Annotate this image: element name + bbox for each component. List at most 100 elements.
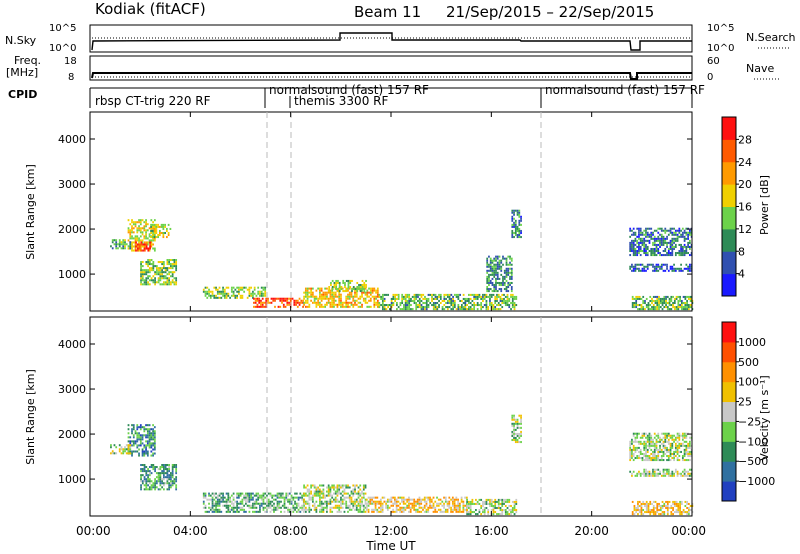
power-colorbar-tick: 8 [738, 245, 745, 258]
velocity-colorbar-label: Velocity [m s⁻¹] [758, 375, 771, 460]
nave-label: Nave [746, 62, 774, 75]
power-colorbar: 4 8 12 16 20 24 28 Power [dB] [721, 116, 771, 297]
cpid-label: CPID [8, 88, 37, 101]
power-echo-region [629, 227, 693, 257]
power-panel: Slant Range [km] 1000 2000 3000 4000 [24, 111, 694, 312]
velocity-echo-region [127, 424, 156, 457]
nsky-line [91, 32, 692, 51]
right-tick-top-low: 10^0 [707, 43, 734, 54]
x-tick-label: 08:00 [273, 524, 308, 538]
freq-unit: [MHz] [6, 66, 38, 79]
power-echo-region [378, 293, 518, 311]
velocity-echo-region [466, 498, 518, 516]
power-colorbar-swatch [722, 161, 736, 185]
velocity-echo-region [110, 444, 132, 455]
velocity-ytick-label: 4000 [58, 338, 86, 351]
velocity-echo-region [629, 432, 693, 462]
power-data-cells [110, 209, 694, 311]
freq-label: Freq. [14, 54, 41, 67]
velocity-colorbar-tick: 100 [738, 376, 759, 389]
velocity-echo-region [303, 484, 367, 513]
nave-tick-high: 60 [707, 56, 720, 67]
velocity-echo-region [365, 496, 468, 513]
velocity-colorbar-tick: 500 [738, 356, 759, 369]
velocity-colorbar-tick: 1000 [738, 336, 766, 349]
power-colorbar-tick: 12 [738, 223, 752, 236]
power-colorbar-swatch [722, 228, 736, 252]
power-echo-region [629, 263, 693, 272]
power-echo-region [150, 223, 172, 239]
velocity-echo-region [629, 468, 693, 477]
power-colorbar-tick: 16 [738, 201, 752, 214]
velocity-colorbar: 1000 500 100 25 −25 −100 −500 −1000 Velocity [m… [721, 321, 775, 502]
velocity-colorbar-swatch [722, 381, 736, 403]
velocity-ytick-label: 3000 [58, 383, 86, 396]
velocity-ylabel: Slant Range [km] [24, 369, 37, 465]
nsky-label: N.Sky [5, 34, 37, 47]
velocity-colorbar-tick: −25 [738, 415, 761, 428]
velocity-ytick-label: 1000 [58, 473, 86, 486]
velocity-colorbar-swatch [722, 481, 736, 502]
left-tick-top-low: 10^0 [49, 43, 76, 54]
power-echo-region [631, 295, 694, 311]
power-colorbar-tick: 28 [738, 133, 752, 146]
velocity-data-cells [110, 414, 694, 516]
freq-panel: Freq. [MHz] 18 8 60 0 Nave [6, 54, 780, 83]
x-tick-label: 12:00 [374, 524, 409, 538]
right-tick-top-high: 10^5 [707, 23, 734, 34]
velocity-colorbar-swatch [722, 441, 736, 462]
x-tick-label: 00:00 [671, 524, 706, 538]
beam-label: Beam 11 [354, 3, 421, 21]
date-range: 21/Sep/2015 – 22/Sep/2015 [446, 3, 654, 21]
power-colorbar-swatch [722, 139, 736, 163]
velocity-panel: Slant Range [km] 1000 2000 3000 4000 00:00 0… [24, 112, 706, 538]
power-ytick-label: 3000 [58, 178, 86, 191]
power-echo-region [303, 287, 379, 308]
velocity-colorbar-swatch [722, 461, 736, 482]
power-colorbar-swatch [722, 206, 736, 230]
velocity-echo-region [511, 414, 522, 444]
velocity-colorbar-swatch [722, 421, 736, 442]
freq-tick-high: 18 [64, 56, 77, 67]
cpid-segment-3: themis 3300 RF [294, 94, 388, 108]
velocity-colorbar-tick: −500 [738, 455, 768, 468]
power-colorbar-tick: 20 [738, 178, 752, 191]
velocity-echo-region [631, 500, 694, 516]
x-tick-label: 16:00 [474, 524, 509, 538]
power-ytick-label: 1000 [58, 268, 86, 281]
power-colorbar-swatch [722, 184, 736, 207]
power-echo-region [511, 209, 522, 239]
nave-tick-low: 0 [707, 72, 713, 83]
velocity-echo-region [202, 492, 305, 513]
power-ytick-label: 4000 [58, 133, 86, 146]
power-colorbar-label: Power [dB] [758, 175, 771, 235]
x-tick-label: 00:00 [76, 524, 111, 538]
power-colorbar-tick: 4 [738, 268, 745, 281]
velocity-colorbar-tick: −100 [738, 435, 768, 448]
velocity-colorbar-swatch [722, 341, 736, 363]
power-echo-region [328, 279, 367, 293]
cpid-panel: CPID rbsp CT-trig 220 RF normalsound (fa… [8, 83, 705, 108]
power-ytick-label: 2000 [58, 223, 86, 236]
power-echo-region [253, 297, 304, 308]
cpid-segment-1: rbsp CT-trig 220 RF [95, 94, 211, 108]
freq-tick-low: 8 [68, 72, 74, 83]
nsearch-label: N.Search [746, 31, 796, 44]
power-ylabel: Slant Range [km] [24, 164, 37, 260]
velocity-colorbar-swatch [722, 361, 736, 383]
velocity-echo-region [140, 463, 178, 491]
velocity-colorbar-tick: 25 [738, 396, 752, 409]
power-echo-region [486, 255, 513, 293]
power-colorbar-tick: 24 [738, 156, 752, 169]
power-colorbar-swatch [722, 117, 736, 140]
left-tick-top-high: 10^5 [49, 23, 76, 34]
velocity-colorbar-swatch [722, 401, 736, 422]
power-colorbar-swatch [722, 273, 736, 297]
power-echo-region [110, 239, 132, 250]
velocity-ytick-label: 2000 [58, 428, 86, 441]
station-title: Kodiak (fitACF) [95, 0, 206, 18]
power-colorbar-swatch [722, 251, 736, 275]
x-tick-label: 04:00 [173, 524, 208, 538]
x-axis-label: Time UT [365, 539, 416, 553]
